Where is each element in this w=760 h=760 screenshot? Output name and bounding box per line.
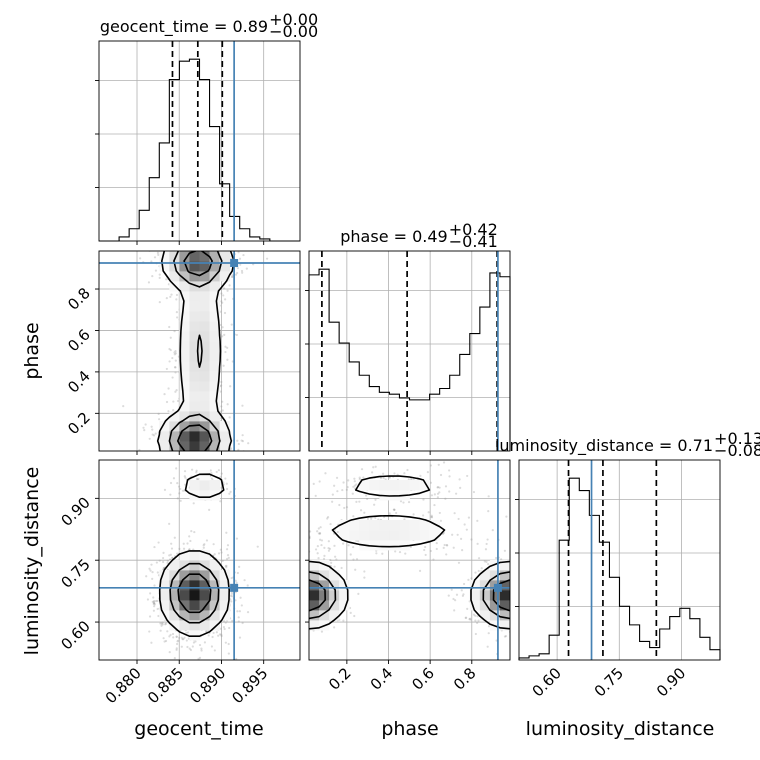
contour-geocent_time-phase-1 xyxy=(168,251,223,451)
y-tick-label-luminosity_distance: 0.60 xyxy=(57,617,93,653)
hist-geocent_time-frame xyxy=(98,40,301,242)
y-axis-label-luminosity-distance: luminosity_distance xyxy=(21,467,43,656)
x-tick-label-geocent_time: 0.880 xyxy=(102,664,145,707)
x-tick-label-phase: 0.2 xyxy=(325,664,355,694)
title-minus: −0.41 xyxy=(449,232,498,251)
histogram-phase xyxy=(308,268,511,451)
title-geocent_time: geocent_time = 0.89 +0.00−0.00 xyxy=(100,10,318,41)
contour-geocent_time-phase-0 xyxy=(156,251,235,451)
panel-geocent_time-phase-frame xyxy=(98,250,301,452)
density-phase-luminosity_distance xyxy=(309,461,510,656)
x-tick-label-geocent_time: 0.890 xyxy=(186,664,229,707)
x-tick-label-geocent_time: 0.895 xyxy=(228,664,271,707)
density-geocent_time-luminosity_distance xyxy=(145,467,259,660)
hist-phase-frame xyxy=(308,250,511,452)
title-text: luminosity_distance = 0.71 xyxy=(495,436,713,456)
contour-phase-luminosity_distance-0 xyxy=(309,475,510,630)
x-tick-label-phase: 0.4 xyxy=(367,664,397,694)
truth-marker xyxy=(230,583,239,592)
contour-phase-luminosity_distance-1 xyxy=(309,571,510,620)
panel-grid-1-1 xyxy=(309,251,510,451)
x-tick-label-geocent_time: 0.885 xyxy=(144,664,187,707)
y-tick-label-phase: 0.2 xyxy=(64,408,94,438)
contour-geocent_time-luminosity_distance-1 xyxy=(169,562,220,624)
histogram-geocent_time xyxy=(99,58,300,242)
y-tick-label-phase: 0.6 xyxy=(64,326,94,356)
hist-luminosity_distance-frame xyxy=(518,459,721,661)
x-axis-label-geocent-time: geocent_time xyxy=(134,718,263,740)
panel-grid-1-2 xyxy=(309,460,510,660)
panel-grid-2-2 xyxy=(519,460,720,660)
y-tick-label-phase: 0.8 xyxy=(64,284,94,314)
y-axis-label-phase: phase xyxy=(21,322,43,379)
x-tick-label-phase: 0.6 xyxy=(408,664,438,694)
title-text: phase = 0.49 xyxy=(340,227,447,246)
contour-geocent_time-luminosity_distance-0 xyxy=(158,473,230,637)
contour-geocent_time-luminosity_distance-2 xyxy=(177,573,212,614)
title-minus: −0.08 xyxy=(714,441,760,460)
contour-geocent_time-phase-2 xyxy=(177,251,213,451)
x-axis-label-luminosity-distance: luminosity_distance xyxy=(526,718,715,740)
title-plus: +0.42 xyxy=(449,220,498,239)
truth-marker xyxy=(230,259,239,268)
x-tick-label-luminosity_distance: 0.90 xyxy=(653,664,689,700)
x-tick-label-luminosity_distance: 0.60 xyxy=(529,664,565,700)
y-tick-label-phase: 0.4 xyxy=(64,367,94,397)
x-axis-label-phase: phase xyxy=(381,718,438,740)
x-tick-label-luminosity_distance: 0.75 xyxy=(591,664,627,700)
title-minus: −0.00 xyxy=(269,22,318,41)
title-text: geocent_time = 0.89 xyxy=(100,17,268,37)
y-tick-label-luminosity_distance: 0.75 xyxy=(57,555,93,591)
y-tick-label-luminosity_distance: 0.90 xyxy=(57,493,93,529)
x-tick-label-phase: 0.8 xyxy=(450,664,480,694)
histogram-luminosity_distance xyxy=(518,477,721,660)
title-plus: +0.00 xyxy=(269,10,318,29)
title-plus: +0.13 xyxy=(714,429,760,448)
title-luminosity_distance: luminosity_distance = 0.71 +0.13−0.08 xyxy=(495,429,760,460)
truth-marker xyxy=(493,583,502,592)
title-phase: phase = 0.49 +0.42−0.41 xyxy=(340,220,498,251)
